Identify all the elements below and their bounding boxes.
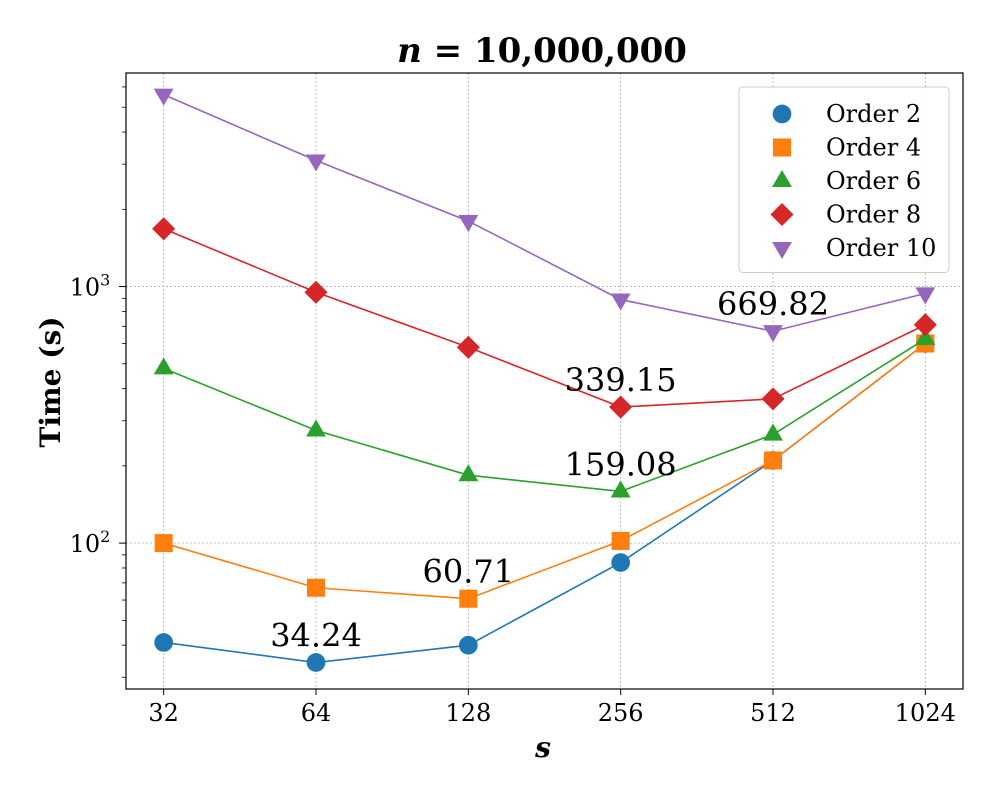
series-line-order-4 — [163, 342, 926, 600]
data-point — [763, 325, 783, 343]
series-line-order-8 — [163, 228, 926, 408]
data-point — [152, 217, 176, 241]
legend-box — [738, 86, 950, 273]
data-label: 60.71 — [423, 553, 515, 591]
data-label: 669.82 — [717, 285, 829, 323]
data-point — [458, 215, 479, 233]
data-label: 34.24 — [270, 617, 362, 655]
data-point — [913, 313, 937, 337]
legend-marker-order-4 — [772, 138, 792, 157]
data-point — [458, 635, 478, 655]
series-order-6 — [153, 327, 936, 498]
data-point — [763, 423, 783, 441]
y-tick-label: 102 — [70, 527, 111, 558]
axes: 32 64 128 256 512 1024 102 103 — [70, 72, 964, 727]
x-tick-label: 1024 — [895, 699, 956, 727]
data-point — [610, 293, 631, 311]
data-label: 339.15 — [565, 361, 677, 399]
series-order-10 — [153, 88, 936, 343]
legend: Order 2 Order 4 Order 6 Order 8 Order 10 — [738, 86, 950, 273]
series-line-order-6 — [163, 338, 926, 493]
data-point — [306, 419, 326, 437]
series-line-order-2 — [163, 342, 926, 664]
data-point — [154, 633, 174, 652]
legend-label-order-8: Order 8 — [826, 201, 921, 229]
data-point — [154, 534, 173, 553]
legend-marker-order-8 — [770, 202, 794, 227]
data-point — [458, 464, 479, 482]
x-tick-label: 256 — [598, 699, 644, 727]
y-tick-label: 103 — [70, 271, 111, 302]
x-axis-label: s — [534, 731, 551, 764]
data-point — [761, 387, 785, 411]
plot-frame — [125, 72, 964, 690]
chart-title: n = 10,000,000 — [397, 31, 687, 71]
y-axis-label: Time (s) — [34, 317, 67, 448]
data-point — [459, 589, 478, 608]
legend-label-order-4: Order 4 — [826, 134, 921, 162]
data-label: 159.08 — [565, 445, 677, 483]
data-point — [306, 653, 326, 672]
series-order-4 — [154, 334, 935, 608]
data-point — [611, 531, 630, 550]
data-point — [915, 327, 936, 345]
legend-label-order-10: Order 10 — [826, 234, 936, 262]
series-layer — [152, 88, 937, 672]
data-point — [609, 395, 633, 419]
title-value: 10,000,000 — [474, 31, 687, 71]
data-point — [915, 287, 936, 305]
legend-marker-order-2 — [772, 104, 792, 124]
legend-marker-order-6 — [772, 170, 792, 188]
data-point — [304, 280, 328, 304]
data-point — [306, 154, 326, 172]
data-point — [153, 88, 174, 106]
legend-label-order-2: Order 2 — [826, 100, 921, 128]
series-order-8 — [152, 217, 937, 419]
x-tick-label: 128 — [445, 699, 491, 727]
data-point — [763, 451, 783, 470]
data-point — [611, 553, 631, 572]
legend-marker-order-10 — [772, 241, 792, 259]
x-tick-label: 512 — [750, 699, 796, 727]
annotations: 34.24 60.71 159.08 339.15 669.82 — [270, 285, 829, 654]
x-tick-label: 32 — [148, 699, 179, 727]
legend-label-order-6: Order 6 — [826, 167, 921, 195]
title-variable: n — [397, 31, 422, 71]
x-tick-label: 64 — [301, 699, 332, 727]
data-point — [306, 578, 326, 597]
data-point — [456, 335, 480, 359]
data-point — [153, 357, 174, 375]
data-point — [610, 480, 631, 498]
series-line-order-10 — [163, 93, 926, 333]
